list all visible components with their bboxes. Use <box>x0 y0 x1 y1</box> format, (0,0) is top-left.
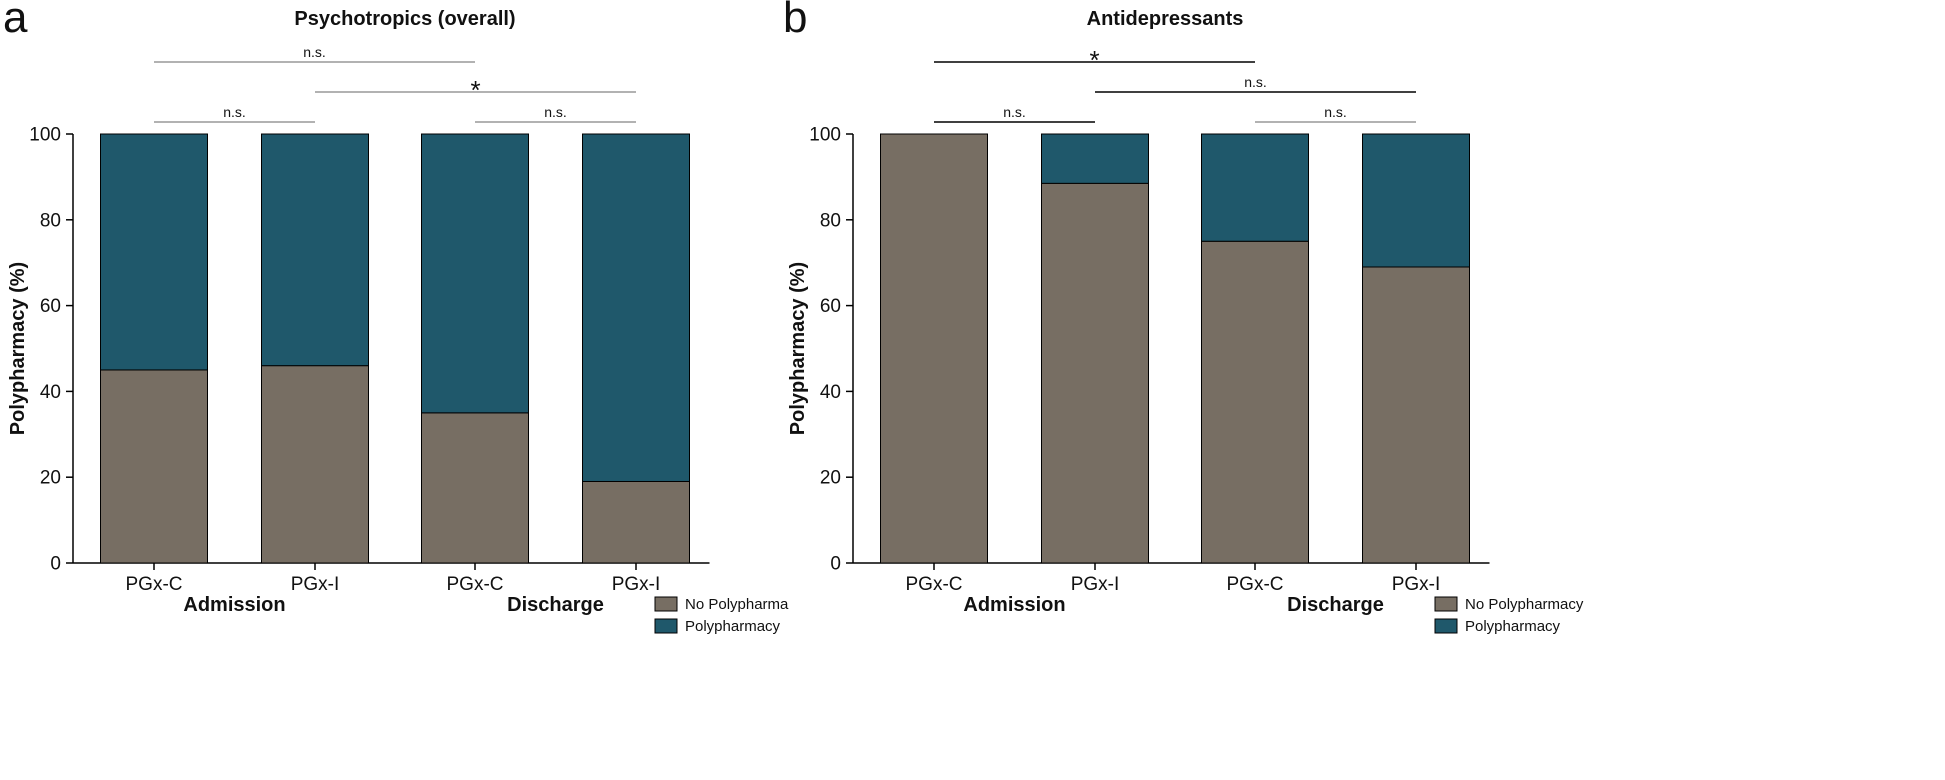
panel-b: b Antidepressants Polypharmacy (%) 0 20 40 60 8… <box>783 0 1584 635</box>
category-label: PGx-C <box>447 574 504 595</box>
chart-title: Psychotropics (overall) <box>294 8 515 30</box>
bar-no-polypharmacy <box>1362 266 1470 564</box>
bar-no-polypharmacy <box>421 412 529 564</box>
significance-label: n.s. <box>1003 104 1026 120</box>
legend-swatch <box>1434 618 1458 634</box>
y-tick-label: 40 <box>820 382 841 403</box>
y-tick-label: 40 <box>40 382 61 403</box>
bar-no-polypharmacy <box>100 369 208 564</box>
legend-label: Polypharmacy <box>685 618 781 635</box>
category-label: PGx-I <box>1392 574 1441 595</box>
y-axis-label: Polypharmacy (%) <box>7 262 29 435</box>
legend-swatch <box>654 596 678 612</box>
y-tick-label: 60 <box>820 296 841 317</box>
bar-polypharmacy <box>1362 133 1470 268</box>
bar-polypharmacy <box>1201 133 1309 242</box>
legend-swatch <box>1434 596 1458 612</box>
panel-letter: a <box>3 0 28 42</box>
category-label: PGx-C <box>126 574 183 595</box>
y-tick-label: 0 <box>830 554 841 575</box>
bar-polypharmacy <box>582 133 690 482</box>
significance-label: n.s. <box>544 104 567 120</box>
bar-no-polypharmacy <box>880 133 988 564</box>
y-tick-label: 100 <box>29 125 61 146</box>
chart-title: Antidepressants <box>1087 8 1244 30</box>
significance-label: * <box>470 75 480 105</box>
category-label: PGx-C <box>906 574 963 595</box>
y-tick-label: 60 <box>40 296 61 317</box>
bar-polypharmacy <box>421 133 529 414</box>
significance-label: n.s. <box>1324 104 1347 120</box>
y-tick-label: 100 <box>809 125 841 146</box>
bar-polypharmacy <box>1041 133 1149 184</box>
significance-label: n.s. <box>1244 74 1267 90</box>
bar-no-polypharmacy <box>1041 182 1149 564</box>
category-label: PGx-C <box>1227 574 1284 595</box>
y-tick-label: 20 <box>820 468 841 489</box>
category-label: PGx-I <box>1071 574 1120 595</box>
y-axis-label: Polypharmacy (%) <box>787 262 809 435</box>
bar-no-polypharmacy <box>582 480 690 564</box>
bar-no-polypharmacy <box>1201 240 1309 564</box>
panel-letter: b <box>783 0 807 42</box>
group-label: Discharge <box>1287 594 1384 616</box>
y-tick-label: 80 <box>40 210 61 231</box>
legend-swatch <box>654 618 678 634</box>
group-label: Discharge <box>507 594 604 616</box>
group-label: Admission <box>183 594 285 616</box>
panel-a: a Psychotropics (overall) Polypharmacy (%)… <box>3 0 789 635</box>
bar-no-polypharmacy <box>261 365 369 564</box>
category-label: PGx-I <box>612 574 661 595</box>
y-tick-label: 20 <box>40 468 61 489</box>
group-label: Admission <box>963 594 1065 616</box>
bar-polypharmacy <box>261 133 369 367</box>
legend-label: Polypharmacy <box>1465 618 1561 635</box>
y-tick-label: 0 <box>50 554 61 575</box>
category-label: PGx-I <box>291 574 340 595</box>
bar-polypharmacy <box>100 133 208 371</box>
significance-label: n.s. <box>223 104 246 120</box>
significance-label: n.s. <box>303 44 326 60</box>
y-tick-label: 80 <box>820 210 841 231</box>
legend-label: No Polypharmacy <box>1465 596 1584 613</box>
legend-label: No Polypharma <box>685 596 789 613</box>
significance-label: * <box>1089 45 1099 75</box>
